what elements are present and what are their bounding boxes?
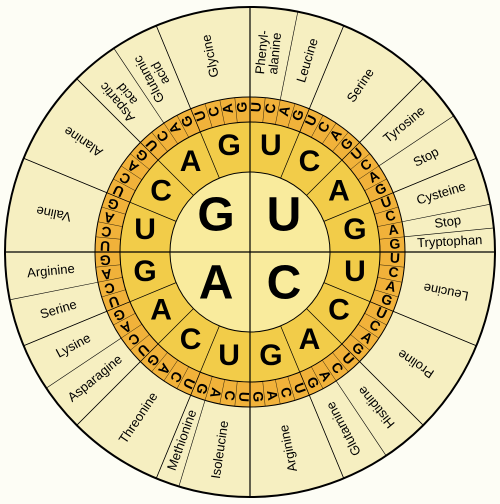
first-base-letter: A <box>199 257 234 310</box>
second-base-letter: A <box>150 293 172 326</box>
second-base-letter: A <box>299 323 321 356</box>
first-base-letter: U <box>267 189 302 242</box>
second-base-letter: G <box>343 213 366 246</box>
codon-wheel-diagram: UCAGUCAGUCAGUCAGUCAGUCAGUCAGUCAGUCAGUCAG… <box>0 0 500 504</box>
amino-acid-label: Phenyl-alanine <box>252 30 284 77</box>
second-base-letter: G <box>217 129 240 162</box>
second-base-letter: C <box>150 174 172 207</box>
second-base-letter: G <box>133 255 156 288</box>
second-base-letter: C <box>328 293 350 326</box>
second-base-letter: A <box>328 174 350 207</box>
second-base-letter: G <box>259 339 282 372</box>
second-base-letter: A <box>180 145 202 178</box>
first-base-letter: C <box>267 257 302 310</box>
second-base-letter: U <box>344 255 366 288</box>
second-base-letter: U <box>218 339 240 372</box>
amino-acid-label: Tryptophan <box>417 232 483 250</box>
second-base-letter: C <box>299 145 321 178</box>
second-base-letter: U <box>134 213 156 246</box>
first-base-letter: G <box>197 189 234 242</box>
third-base-letter: G <box>233 101 250 113</box>
codon-wheel-svg: UCAGUCAGUCAGUCAGUCAGUCAGUCAGUCAGUCAGUCAG… <box>0 0 500 504</box>
second-base-letter: U <box>260 129 282 162</box>
second-base-letter: C <box>180 323 202 356</box>
